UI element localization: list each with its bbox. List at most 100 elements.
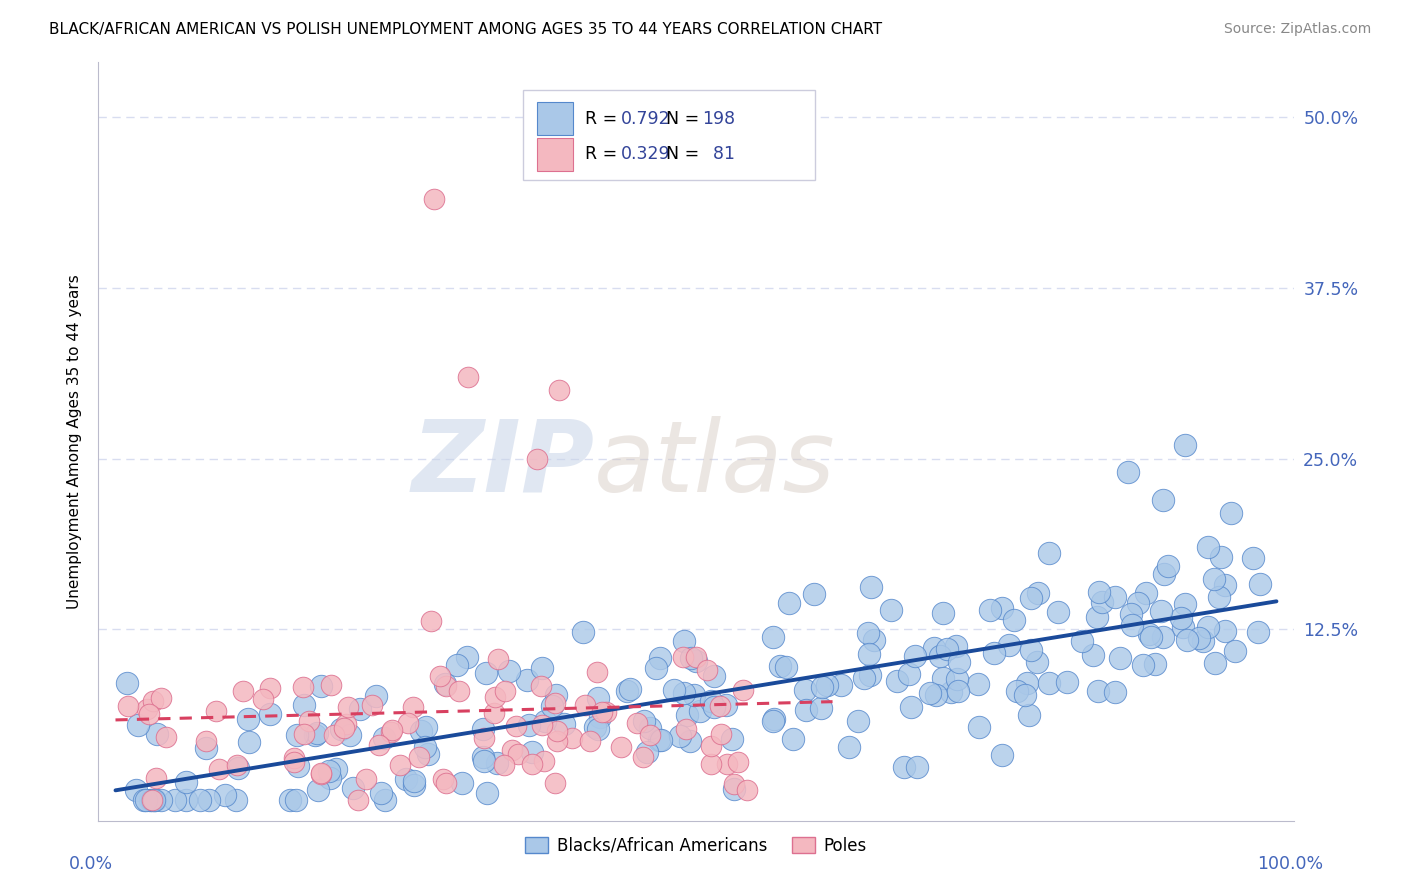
Point	[863, 632, 886, 647]
Point	[939, 685, 962, 699]
Point	[699, 739, 721, 753]
Point	[283, 756, 305, 770]
Point	[1056, 675, 1078, 690]
Point	[287, 758, 309, 772]
Point	[720, 731, 742, 746]
Point	[561, 731, 583, 746]
Point	[402, 700, 425, 714]
Point	[433, 677, 456, 691]
Point	[291, 680, 314, 694]
Point	[530, 661, 553, 675]
Point	[225, 758, 247, 772]
Point	[936, 641, 959, 656]
Point	[1015, 675, 1038, 690]
Point	[886, 673, 908, 688]
Point	[794, 703, 817, 717]
Point	[675, 708, 697, 723]
Point	[307, 725, 329, 739]
Text: 0.0%: 0.0%	[69, 855, 112, 872]
Point	[1104, 684, 1126, 698]
Point	[610, 739, 633, 754]
Point	[683, 689, 706, 703]
Point	[638, 721, 661, 735]
Point	[679, 650, 702, 665]
Point	[346, 793, 368, 807]
FancyBboxPatch shape	[523, 90, 815, 180]
Point	[1173, 620, 1195, 634]
Point	[307, 783, 329, 797]
Point	[1108, 651, 1130, 665]
Point	[626, 716, 648, 731]
Point	[198, 793, 221, 807]
Point	[762, 712, 785, 726]
Point	[329, 723, 352, 737]
Point	[852, 671, 875, 685]
Point	[1152, 631, 1174, 645]
Y-axis label: Unemployment Among Ages 35 to 44 years: Unemployment Among Ages 35 to 44 years	[66, 274, 82, 609]
Point	[370, 786, 392, 800]
Point	[423, 192, 446, 206]
Point	[432, 772, 454, 786]
Point	[1070, 634, 1092, 648]
Point	[553, 717, 575, 731]
Point	[1081, 648, 1104, 662]
Point	[815, 677, 838, 691]
Text: N =: N =	[666, 110, 704, 128]
Point	[669, 729, 692, 743]
Text: R =: R =	[585, 110, 623, 128]
Point	[1144, 657, 1167, 672]
Point	[1152, 492, 1174, 507]
Point	[475, 786, 498, 800]
Point	[638, 728, 661, 742]
Point	[1153, 567, 1175, 582]
Point	[1213, 578, 1236, 592]
Point	[505, 719, 527, 733]
Point	[859, 580, 882, 594]
Point	[1019, 643, 1042, 657]
Point	[1047, 605, 1070, 619]
Point	[650, 732, 672, 747]
Point	[644, 661, 666, 675]
Point	[396, 716, 419, 731]
Point	[149, 793, 172, 807]
Point	[631, 750, 654, 764]
Point	[846, 714, 869, 728]
Point	[311, 679, 333, 693]
Point	[679, 733, 702, 747]
Point	[1213, 624, 1236, 639]
Point	[830, 678, 852, 692]
Point	[534, 714, 557, 729]
Point	[132, 793, 155, 807]
Point	[685, 649, 707, 664]
Point	[762, 630, 785, 644]
Point	[533, 754, 555, 768]
Point	[204, 704, 226, 718]
Point	[457, 369, 479, 384]
Point	[115, 675, 138, 690]
Point	[541, 698, 564, 713]
Point	[810, 701, 832, 715]
Point	[415, 720, 437, 734]
Point	[924, 640, 946, 655]
Point	[904, 648, 927, 663]
Point	[484, 690, 506, 704]
Point	[141, 793, 163, 807]
Point	[716, 756, 738, 771]
Point	[946, 684, 969, 698]
Point	[333, 721, 356, 735]
Point	[298, 714, 321, 728]
Point	[381, 723, 404, 738]
Text: BLACK/AFRICAN AMERICAN VS POLISH UNEMPLOYMENT AMONG AGES 35 TO 44 YEARS CORRELAT: BLACK/AFRICAN AMERICAN VS POLISH UNEMPLO…	[49, 22, 883, 37]
Point	[225, 793, 247, 807]
Point	[793, 683, 815, 698]
Legend: Blacks/African Americans, Poles: Blacks/African Americans, Poles	[519, 830, 873, 862]
Point	[1208, 591, 1230, 605]
Point	[356, 772, 378, 786]
Point	[932, 671, 955, 685]
Point	[578, 734, 600, 748]
Point	[928, 648, 950, 663]
Point	[544, 776, 567, 790]
Point	[226, 761, 249, 775]
Point	[1204, 656, 1226, 670]
Point	[471, 722, 494, 736]
